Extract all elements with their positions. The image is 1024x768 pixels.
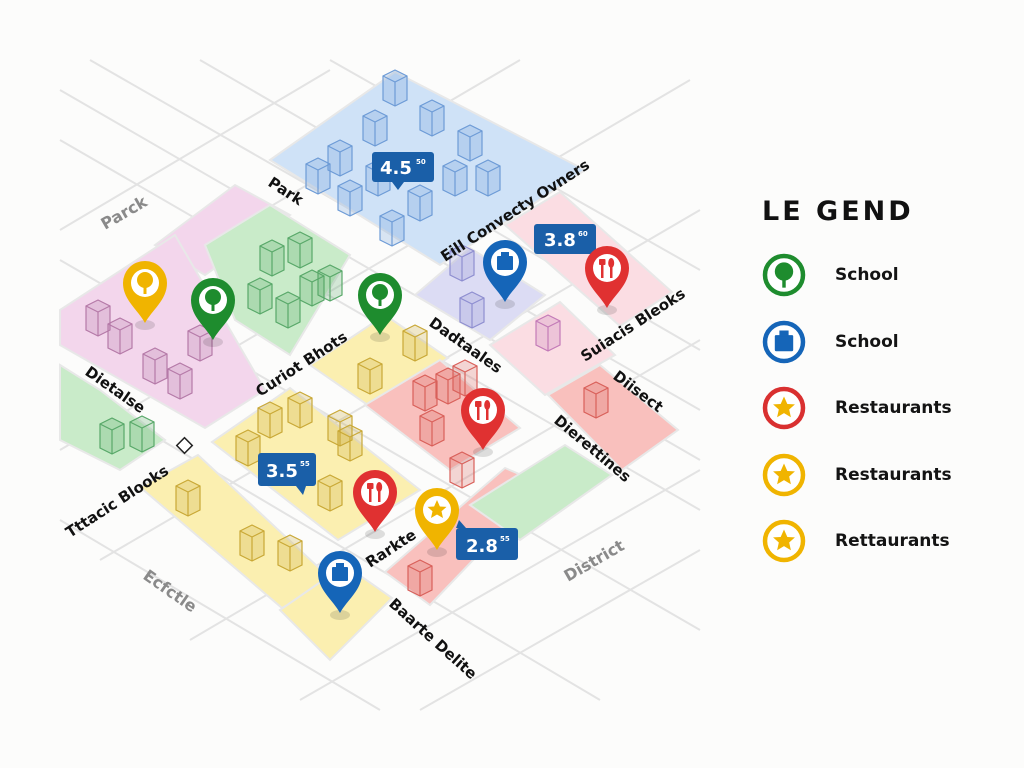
rating-value: 4.5 [380, 158, 412, 179]
map-marker-fork-knife[interactable] [461, 388, 505, 457]
building [457, 124, 483, 162]
rating-badge[interactable]: 4.5 50 [372, 152, 434, 190]
building [449, 451, 475, 489]
rating-sup: 55 [500, 535, 510, 543]
building [247, 277, 273, 315]
building [535, 314, 561, 352]
zone-red-east [546, 363, 680, 472]
building [379, 209, 405, 247]
rating-badge[interactable]: 3.5 55 [258, 453, 316, 495]
map-marker-tree[interactable] [191, 278, 235, 347]
rating-sup: 50 [416, 158, 426, 166]
building [167, 362, 193, 400]
building [357, 357, 383, 395]
building [419, 99, 445, 137]
building [257, 401, 283, 439]
building [239, 524, 265, 562]
tree-icon [762, 253, 806, 297]
street-label: Baarte Delite [385, 595, 480, 683]
map-marker-fork-knife[interactable] [353, 470, 397, 539]
rating-badge[interactable]: 3.8 60 [534, 224, 596, 254]
building [407, 559, 433, 597]
rating-badge[interactable]: 2.8 55 [456, 520, 518, 560]
building [305, 157, 331, 195]
building [99, 417, 125, 455]
building [142, 347, 168, 385]
building [362, 109, 388, 147]
legend-item: Restaurants [762, 453, 1002, 497]
map-marker-building[interactable] [318, 551, 362, 620]
building [85, 299, 111, 337]
building [412, 374, 438, 412]
building [475, 159, 501, 197]
star-icon [762, 519, 806, 563]
map-markers [123, 240, 629, 620]
rating-sup: 60 [578, 230, 588, 238]
legend: LE GEND School School Restaurants Restau… [762, 196, 1002, 586]
building [275, 291, 301, 329]
legend-label: School [835, 265, 899, 285]
building [407, 184, 433, 222]
building [317, 474, 343, 512]
building [337, 424, 363, 462]
legend-label: School [835, 331, 899, 352]
legend-item: Rettaurants [762, 519, 1002, 563]
rating-value: 2.8 [466, 536, 498, 557]
legend-label: Restaurants [835, 464, 952, 485]
map-marker-fork-knife[interactable] [585, 246, 629, 315]
star-icon [762, 386, 806, 430]
building [337, 179, 363, 217]
building [442, 159, 468, 197]
legend-item: School [762, 320, 1002, 364]
building [277, 534, 303, 572]
rating-value: 3.5 [266, 461, 298, 482]
building [317, 264, 343, 302]
building [129, 415, 155, 453]
building [287, 231, 313, 269]
rating-sup: 55 [300, 460, 310, 468]
building [402, 324, 428, 362]
zone-pink-west [59, 233, 267, 430]
building [419, 409, 445, 447]
building [583, 381, 609, 419]
building [235, 429, 261, 467]
district-label: Ecfctle [140, 566, 201, 617]
map-marker-building[interactable] [483, 240, 527, 309]
building-icon [762, 320, 806, 363]
district-label: District [561, 536, 628, 586]
map-marker-star[interactable] [415, 488, 459, 557]
intersection-marker [175, 436, 194, 455]
building [107, 317, 133, 355]
building [287, 391, 313, 429]
district-label: Parck [98, 192, 151, 234]
building [259, 239, 285, 277]
building [459, 291, 485, 329]
legend-label: Rettaurants [835, 531, 950, 551]
building [175, 479, 201, 517]
building [327, 139, 353, 177]
map-marker-tree[interactable] [358, 273, 402, 342]
legend-title: LE GEND [762, 196, 914, 227]
star-icon [762, 453, 806, 496]
rating-value: 3.8 [544, 230, 576, 251]
building [382, 69, 408, 107]
map-marker-tree[interactable] [123, 261, 167, 330]
legend-label: Restaurants [835, 398, 952, 418]
legend-item: Restaurants [762, 386, 1002, 430]
legend-item: School [762, 253, 1002, 297]
